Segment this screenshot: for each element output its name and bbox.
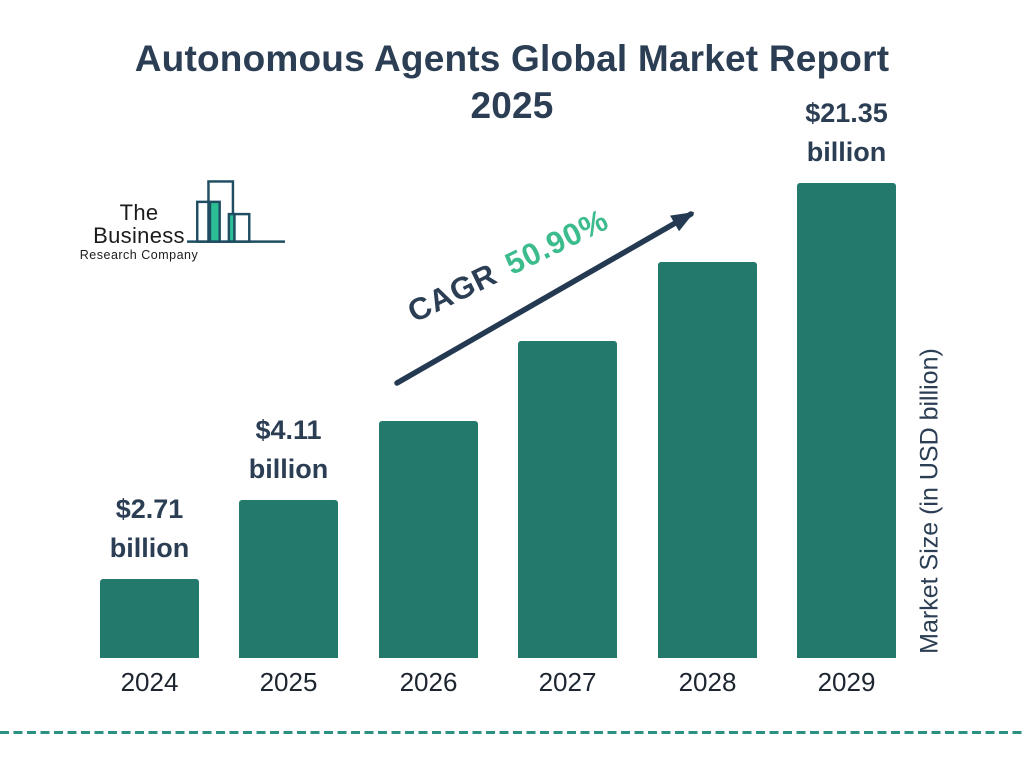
bar-value-label-2025: $4.11 billion bbox=[248, 414, 329, 484]
bar-value-label-2029: $21.35 billion bbox=[805, 97, 888, 167]
bar-2028 bbox=[658, 262, 757, 658]
x-axis-label-2024: 2024 bbox=[120, 667, 179, 697]
bar-group-2026: 2026 bbox=[379, 421, 478, 697]
bar-2025 bbox=[239, 500, 338, 658]
bar-value-label-2024: $2.71 billion bbox=[109, 493, 190, 563]
bar-2026 bbox=[379, 421, 478, 658]
bar-2024 bbox=[100, 579, 199, 658]
x-axis-label-2028: 2028 bbox=[678, 667, 737, 697]
bar-group-2029: $21.35 billion 2029 bbox=[797, 98, 896, 697]
page-title-line1: Autonomous Agents Global Market Report bbox=[134, 38, 890, 79]
x-axis-label-2026: 2026 bbox=[399, 667, 458, 697]
bar-group-2027: 2027 bbox=[518, 341, 617, 697]
bar-group-2025: $4.11 billion 2025 bbox=[239, 415, 338, 697]
bar-2027 bbox=[518, 341, 617, 658]
bar-2029 bbox=[797, 183, 896, 658]
bar-group-2024: $2.71 billion 2024 bbox=[100, 494, 199, 697]
x-axis-label-2025: 2025 bbox=[259, 667, 318, 697]
logo-company-name: The Business bbox=[93, 200, 185, 249]
logo-text: The Business Research Company bbox=[78, 201, 200, 262]
company-logo: The Business Research Company bbox=[78, 168, 290, 262]
bar-group-2028: 2028 bbox=[658, 262, 757, 697]
logo-company-subtitle: Research Company bbox=[79, 248, 199, 263]
x-axis-label-2027: 2027 bbox=[538, 667, 597, 697]
x-axis-label-2029: 2029 bbox=[817, 667, 876, 697]
page-title: Autonomous Agents Global Market Report 2… bbox=[0, 36, 1024, 129]
page-title-line2: 2025 bbox=[470, 84, 554, 126]
bottom-dashed-divider bbox=[0, 731, 1024, 734]
logo-bar-chart-icon bbox=[187, 180, 285, 243]
y-axis-title: Market Size (in USD billion) bbox=[915, 348, 944, 654]
